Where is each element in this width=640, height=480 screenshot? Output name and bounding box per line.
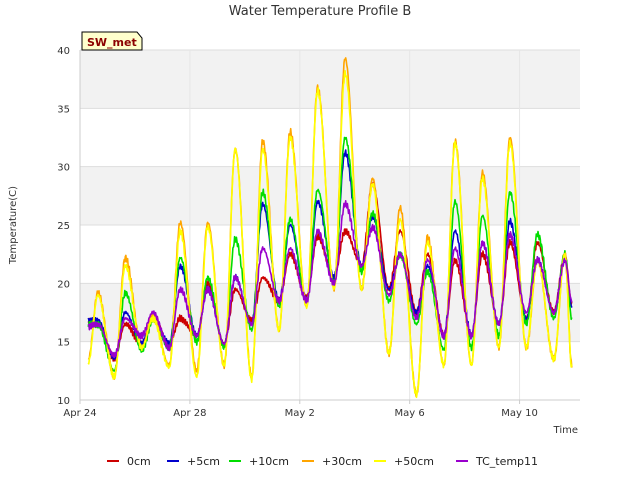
y-tick-label: 20 [57, 279, 70, 290]
plot-band [80, 50, 580, 109]
x-tick-label: May 10 [501, 408, 538, 419]
series-line--50cm [87, 70, 573, 399]
plot-band [80, 166, 580, 225]
y-tick-label: 15 [57, 338, 70, 349]
y-tick-label: 30 [57, 163, 70, 174]
x-tick-label: Apr 24 [63, 408, 96, 419]
y-tick-label: 10 [57, 396, 70, 407]
x-tick-label: Apr 28 [173, 408, 206, 419]
y-tick-label: 25 [57, 221, 70, 232]
y-tick-label: 35 [57, 104, 70, 115]
legend-label: +5cm [187, 455, 220, 468]
legend-label: +10cm [249, 455, 289, 468]
axes: 10 15 20 25 30 35 40 Apr 24 Apr 28 May 2 May 6 May … [57, 46, 580, 419]
y-tick-label: 40 [57, 46, 70, 57]
x-tick-label: May 2 [285, 408, 315, 419]
sw-met-badge-shape [81, 31, 143, 51]
series-layer [87, 57, 573, 399]
x-axis-label: Time [553, 425, 578, 436]
sw-met-badge: SW_met [81, 31, 143, 51]
legend-label: +50cm [394, 455, 434, 468]
chart-title: Water Temperature Profile B [229, 4, 412, 19]
series-line-tc-temp11 [87, 200, 573, 359]
legend: 0cm +5cm +10cm +30cm +50cm TC_temp11 [107, 455, 538, 468]
legend-label: +30cm [322, 455, 362, 468]
sw-met-badge-label: SW_met [87, 36, 137, 49]
y-axis-label: Temperature(C) [8, 186, 19, 265]
legend-label: 0cm [127, 455, 151, 468]
x-tick-label: May 6 [395, 408, 425, 419]
legend-label: TC_temp11 [475, 455, 538, 468]
